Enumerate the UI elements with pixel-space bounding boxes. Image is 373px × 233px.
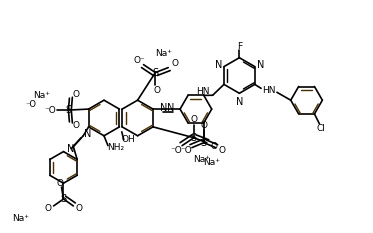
Text: Na⁺: Na⁺ (33, 91, 50, 100)
Text: N: N (257, 60, 264, 70)
Text: S: S (201, 138, 207, 148)
Text: N: N (236, 97, 243, 107)
Text: N: N (160, 103, 167, 113)
Text: S: S (65, 105, 72, 115)
Text: O: O (172, 59, 179, 68)
Text: N: N (84, 129, 91, 139)
Text: O: O (200, 121, 207, 130)
Text: ⁻O: ⁻O (45, 106, 57, 115)
Text: Na⁺: Na⁺ (155, 49, 172, 58)
Text: S: S (191, 133, 197, 143)
Text: Na⁺: Na⁺ (193, 155, 210, 164)
Text: HN: HN (196, 87, 210, 96)
Text: Cl: Cl (317, 124, 326, 133)
Text: ⁻O: ⁻O (180, 146, 192, 155)
Text: N: N (67, 144, 74, 154)
Text: O: O (73, 121, 80, 130)
Text: O: O (190, 116, 197, 124)
Text: Na⁺: Na⁺ (203, 158, 220, 167)
Text: Na⁺: Na⁺ (12, 214, 29, 223)
Text: N: N (214, 60, 222, 70)
Text: O: O (76, 204, 83, 213)
Text: NH₂: NH₂ (107, 143, 125, 152)
Text: O: O (154, 86, 161, 95)
Text: O: O (56, 179, 63, 188)
Text: O: O (44, 204, 51, 213)
Text: S: S (60, 194, 66, 204)
Text: O: O (73, 90, 80, 99)
Text: O: O (210, 142, 217, 151)
Text: O: O (218, 146, 225, 155)
Text: ⁻O: ⁻O (26, 100, 37, 109)
Text: HN: HN (262, 86, 276, 95)
Text: OH: OH (122, 135, 135, 144)
Text: N: N (167, 103, 175, 113)
Text: ⁻O: ⁻O (170, 146, 182, 155)
Text: F: F (237, 42, 242, 51)
Text: O⁻: O⁻ (134, 56, 145, 65)
Text: S: S (152, 68, 159, 78)
